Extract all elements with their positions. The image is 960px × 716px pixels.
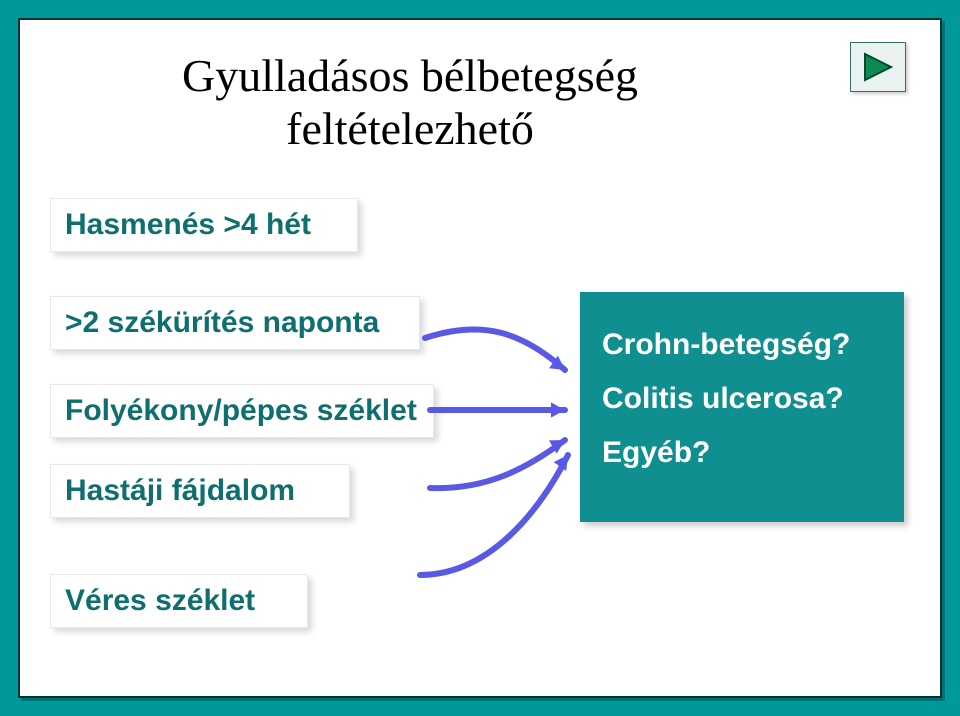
symptom-box-3: Folyékony/pépes széklet [50,384,434,438]
result-line-1: Crohn-betegség? [602,318,882,372]
symptom-box-1: Hasmenés >4 hét [50,198,358,252]
result-box: Crohn-betegség? Colitis ulcerosa? Egyéb? [580,292,904,522]
title-line-2: feltételezhető [130,103,690,156]
symptom-text: Folyékony/pépes széklet [65,394,417,428]
title-line-1: Gyulladásos bélbetegség [130,50,690,103]
result-line-3: Egyéb? [602,426,882,480]
symptom-text: >2 székürítés naponta [65,306,379,340]
slide-panel: Gyulladásos bélbetegség feltételezhető H… [18,18,942,698]
slide-title: Gyulladásos bélbetegség feltételezhető [130,50,690,156]
symptom-box-5: Véres széklet [50,574,308,628]
symptom-box-4: Hastáji fájdalom [50,464,350,518]
next-button[interactable] [850,42,906,92]
play-icon [861,52,895,82]
symptom-text: Hastáji fájdalom [65,474,295,508]
result-line-2: Colitis ulcerosa? [602,372,882,426]
symptom-box-2: >2 székürítés naponta [50,296,420,350]
symptom-text: Hasmenés >4 hét [65,208,311,242]
symptom-text: Véres széklet [65,584,255,618]
